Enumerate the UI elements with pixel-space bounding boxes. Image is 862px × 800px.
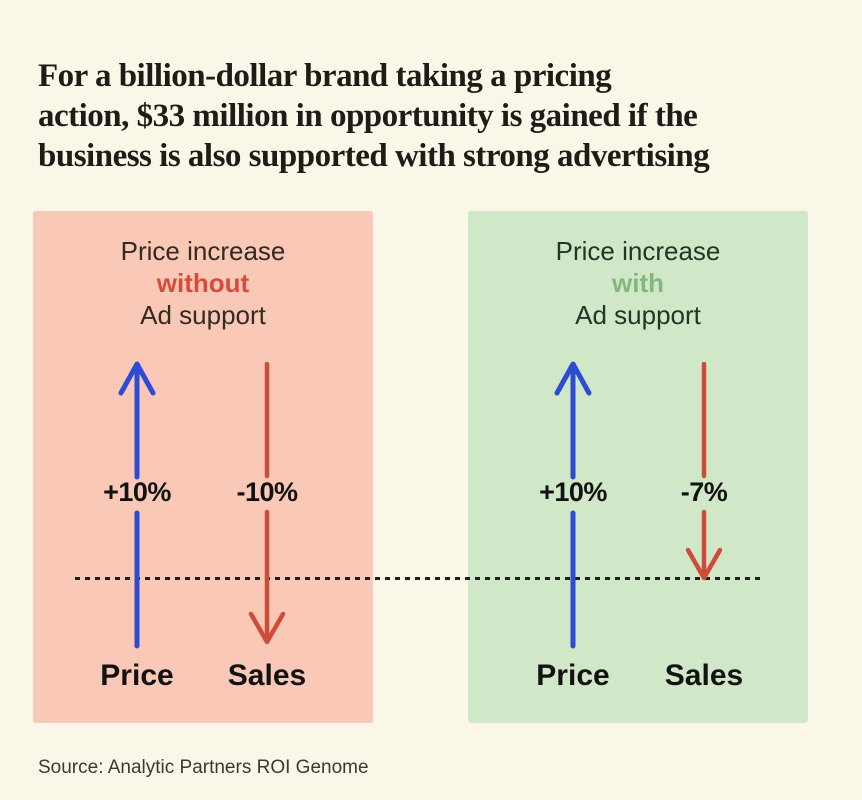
title-line-1: For a billion-dollar brand taking a pric… (38, 58, 612, 94)
price-up-arrow-icon (554, 361, 592, 649)
sales-change-value: -10% (236, 477, 298, 507)
panel-with-header: Price increase with Ad support (468, 235, 808, 331)
sales-change-value: -7% (680, 477, 728, 507)
sales-down-arrow-icon (248, 362, 286, 645)
price-change-value: +10% (103, 477, 171, 507)
sales-label: Sales (227, 659, 307, 692)
sales-label: Sales (664, 659, 744, 692)
price-label: Price (536, 659, 610, 692)
panel-with-ad-support: Price increase with Ad support +10% -7% … (468, 211, 808, 723)
title-line-3: business is also supported with strong a… (38, 138, 710, 174)
panel-with-keyword: with (612, 268, 664, 298)
baseline-dashed-line (75, 577, 762, 580)
panel-without-header: Price increase without Ad support (33, 235, 373, 331)
title-line-2: action, $33 million in opportunity is ga… (38, 98, 698, 134)
price-label: Price (100, 659, 174, 692)
price-up-arrow-icon (118, 361, 156, 649)
price-change-value: +10% (539, 477, 607, 507)
panel-without-ad-support: Price increase without Ad support +10% -… (33, 211, 373, 723)
sales-down-arrow-icon (685, 362, 723, 581)
panel-with-header-prefix: Price increase (555, 236, 721, 266)
panel-without-header-prefix: Price increase (120, 236, 286, 266)
panel-without-keyword: without (156, 268, 250, 298)
source-attribution: Source: Analytic Partners ROI Genome (38, 757, 369, 778)
panel-without-header-suffix: Ad support (140, 300, 266, 330)
panel-with-header-suffix: Ad support (575, 300, 701, 330)
page-title: For a billion-dollar brand taking a pric… (38, 56, 838, 176)
